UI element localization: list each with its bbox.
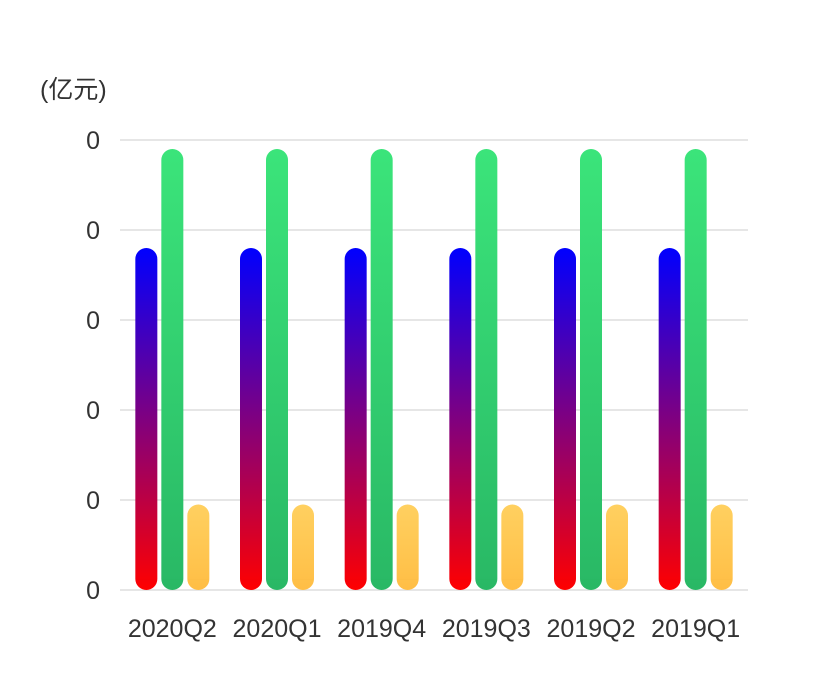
bar-series-2 — [710, 504, 733, 590]
x-tick-label: 2019Q1 — [651, 615, 740, 643]
bar-series-2 — [501, 504, 524, 590]
grid-lines — [120, 139, 748, 591]
bar-series-1 — [370, 149, 393, 590]
y-axis-ticks: 0 0 0 0 0 0 — [86, 127, 100, 605]
x-tick-label: 2019Q2 — [547, 615, 636, 643]
bar-series-0 — [449, 248, 472, 590]
bar-series-1 — [684, 149, 707, 590]
y-tick-label: 0 — [86, 397, 100, 425]
bar-series-1 — [266, 149, 288, 590]
y-axis-unit-label: (亿元) — [40, 76, 107, 104]
bar-series-1 — [580, 149, 602, 590]
bar-series-0 — [658, 248, 681, 590]
bar-series-0 — [554, 248, 576, 590]
x-tick-label: 2019Q4 — [337, 615, 426, 643]
bar-series-2 — [396, 504, 419, 590]
bar-series-2 — [292, 504, 314, 590]
x-axis-ticks: 2020Q2 2020Q1 2019Q4 2019Q3 2019Q2 2019Q1 — [128, 615, 740, 643]
y-tick-label: 0 — [86, 307, 100, 335]
bar-series-1 — [161, 149, 184, 590]
x-tick-label: 2020Q2 — [128, 615, 217, 643]
x-tick-label: 2019Q3 — [442, 615, 531, 643]
bar-series-2 — [187, 504, 210, 590]
bars — [135, 149, 733, 590]
x-tick-label: 2020Q1 — [233, 615, 322, 643]
y-tick-label: 0 — [86, 487, 100, 515]
y-tick-label: 0 — [86, 217, 100, 245]
bar-series-0 — [135, 248, 158, 590]
bar-series-0 — [344, 248, 367, 590]
y-tick-label: 0 — [86, 127, 100, 155]
y-tick-label: 0 — [86, 577, 100, 605]
bar-series-0 — [240, 248, 262, 590]
bar-series-1 — [475, 149, 498, 590]
bar-series-2 — [606, 504, 628, 590]
